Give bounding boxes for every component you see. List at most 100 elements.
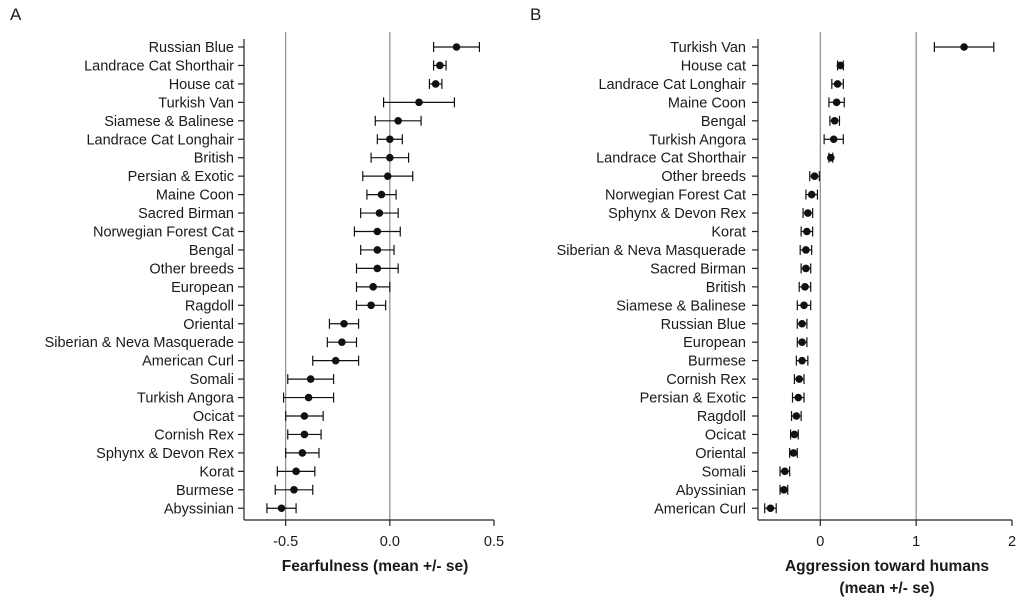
x-tick-label: 1 — [912, 534, 920, 550]
category-label: Ocicat — [193, 409, 234, 425]
mean-point — [798, 356, 806, 365]
mean-point — [369, 283, 377, 291]
mean-point — [803, 227, 811, 236]
category-label: American Curl — [142, 354, 234, 370]
category-label: Ragdoll — [185, 298, 234, 314]
category-label: Landrace Cat Shorthair — [596, 151, 746, 167]
category-label: Turkish Van — [158, 95, 234, 111]
category-label: Cornish Rex — [154, 427, 235, 443]
category-label: Sacred Birman — [138, 206, 234, 222]
mean-point — [415, 98, 423, 107]
mean-point — [373, 227, 382, 236]
mean-point — [836, 61, 845, 70]
mean-point — [798, 338, 806, 347]
mean-point — [386, 153, 394, 162]
mean-point — [960, 43, 968, 51]
x-tick-label: -0.5 — [273, 534, 298, 550]
mean-point — [292, 467, 300, 476]
mean-point — [431, 80, 440, 88]
category-label: Oriental — [183, 317, 234, 333]
category-label: Other breeds — [661, 169, 746, 185]
category-label: Bengal — [701, 114, 746, 130]
category-label: Korat — [711, 225, 746, 241]
category-label: Abyssinian — [164, 501, 234, 517]
category-label: Russian Blue — [149, 40, 234, 56]
category-label: British — [706, 280, 746, 296]
category-label: Persian & Exotic — [640, 391, 746, 407]
category-label: Landrace Cat Longhair — [598, 77, 746, 93]
mean-point — [340, 319, 348, 328]
category-label: House cat — [169, 77, 234, 93]
category-label: Siberian & Neva Masquerade — [45, 335, 234, 351]
category-label: Burmese — [176, 483, 234, 499]
category-label: Korat — [199, 464, 234, 480]
mean-point — [766, 504, 775, 513]
x-tick-label: 0.5 — [484, 534, 504, 550]
mean-point — [802, 264, 810, 273]
mean-point — [386, 135, 394, 144]
category-label: British — [194, 151, 234, 167]
mean-point — [298, 449, 307, 457]
x-axis-title: Fearfulness (mean +/- se) — [282, 558, 469, 575]
mean-point — [367, 301, 375, 310]
mean-point — [331, 356, 340, 365]
x-tick-label: 0 — [816, 534, 824, 550]
mean-point — [375, 209, 384, 217]
category-label: Maine Coon — [668, 95, 746, 111]
category-label: European — [171, 280, 234, 296]
mean-point — [383, 172, 392, 180]
mean-point — [829, 135, 838, 144]
category-label: Maine Coon — [156, 188, 234, 204]
mean-point — [300, 430, 309, 439]
mean-point — [373, 246, 382, 254]
category-label: Ragdoll — [697, 409, 746, 425]
panel-letter: B — [530, 5, 541, 24]
category-label: Sacred Birman — [650, 261, 746, 277]
category-label: Turkish Van — [670, 40, 746, 56]
category-label: Siberian & Neva Masquerade — [557, 243, 746, 259]
category-label: Turkish Angora — [649, 132, 747, 148]
category-label: Bengal — [189, 243, 234, 259]
category-label: Sphynx & Devon Rex — [608, 206, 747, 222]
mean-point — [300, 412, 309, 420]
category-label: Somali — [190, 372, 234, 388]
category-label: Landrace Cat Longhair — [86, 132, 234, 148]
mean-point — [394, 117, 402, 125]
mean-point — [781, 467, 789, 476]
category-label: Somali — [702, 464, 746, 480]
mean-point — [290, 486, 298, 494]
mean-point — [794, 393, 803, 402]
mean-point — [800, 301, 808, 310]
mean-point — [802, 246, 810, 254]
category-label: Cornish Rex — [666, 372, 747, 388]
x-axis-title-line: Aggression toward humans — [785, 558, 989, 575]
category-label: Siamese & Balinese — [616, 298, 746, 314]
panel-a-fearfulness: A -0.5 0.0 0.5 Fearfulness (mean +/- se) Russ… — [10, 5, 504, 575]
mean-point — [832, 98, 841, 107]
mean-point — [338, 338, 346, 347]
category-label: Norwegian Forest Cat — [605, 188, 746, 204]
x-tick-label: 0.0 — [380, 534, 400, 550]
category-label: Other breeds — [149, 261, 234, 277]
category-label: Norwegian Forest Cat — [93, 225, 234, 241]
category-label: Abyssinian — [676, 483, 746, 499]
category-label: Sphynx & Devon Rex — [96, 446, 235, 462]
category-label: Russian Blue — [661, 317, 746, 333]
mean-point — [306, 375, 315, 383]
mean-point — [810, 172, 819, 180]
mean-point — [801, 283, 809, 291]
mean-point — [304, 393, 313, 402]
mean-point — [790, 430, 799, 439]
category-label: Siamese & Balinese — [104, 114, 234, 130]
category-label: Oriental — [695, 446, 746, 462]
category-label: American Curl — [654, 501, 746, 517]
category-label: Turkish Angora — [137, 391, 235, 407]
mean-point — [804, 209, 812, 217]
category-label: Landrace Cat Shorthair — [84, 58, 234, 74]
panel-b-aggression: B 0 1 2 Aggression toward humans (mean +/- se… — [530, 5, 1016, 597]
mean-point — [373, 264, 382, 273]
category-label: House cat — [681, 58, 746, 74]
mean-point — [792, 412, 801, 420]
